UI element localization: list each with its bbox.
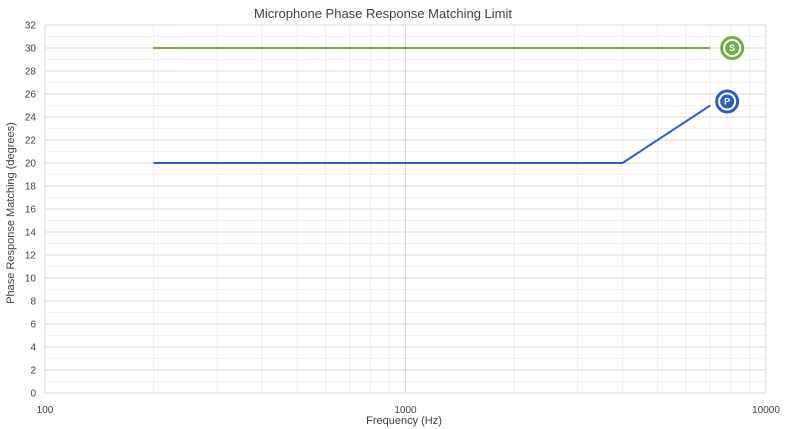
y-tick-label: 2 xyxy=(30,366,36,377)
y-axis-label: Phase Response Matching (degrees) xyxy=(5,122,17,304)
y-tick-label: 24 xyxy=(25,113,37,124)
y-tick-label: 18 xyxy=(25,182,37,193)
series-s: S xyxy=(153,36,745,60)
y-tick-label: 26 xyxy=(25,90,37,101)
series-line xyxy=(153,104,711,164)
series-marker: P xyxy=(715,89,740,114)
y-tick-label: 14 xyxy=(25,228,37,239)
marker-label: P xyxy=(724,97,730,107)
y-tick-label: 8 xyxy=(30,297,36,308)
x-tick-label: 1000 xyxy=(394,405,417,416)
x-tick-label: 100 xyxy=(37,405,54,416)
y-tick-label: 10 xyxy=(25,274,37,285)
marker-label: S xyxy=(729,43,735,53)
marker-core xyxy=(725,41,740,55)
x-axis-label: Frequency (Hz) xyxy=(366,415,442,427)
y-tick-label: 30 xyxy=(25,44,37,55)
series-marker: S xyxy=(720,36,745,60)
y-tick-label: 4 xyxy=(30,343,36,354)
y-tick-label: 20 xyxy=(25,159,37,170)
y-tick-label: 0 xyxy=(30,389,36,400)
y-tick-label: 28 xyxy=(25,67,37,78)
y-tick-label: 32 xyxy=(25,21,37,32)
x-axis-ticks: 100 1000 10000 xyxy=(37,405,781,416)
marker-core xyxy=(720,94,735,109)
y-tick-label: 12 xyxy=(25,251,37,262)
chart-title: Microphone Phase Response Matching Limit xyxy=(254,6,512,21)
grid xyxy=(44,24,767,394)
y-tick-label: 6 xyxy=(30,320,36,331)
series-p: P xyxy=(153,89,740,164)
x-tick-label: 10000 xyxy=(752,405,780,416)
y-tick-label: 16 xyxy=(25,205,37,216)
series-layer: SP xyxy=(153,36,745,164)
y-tick-label: 22 xyxy=(25,136,37,147)
